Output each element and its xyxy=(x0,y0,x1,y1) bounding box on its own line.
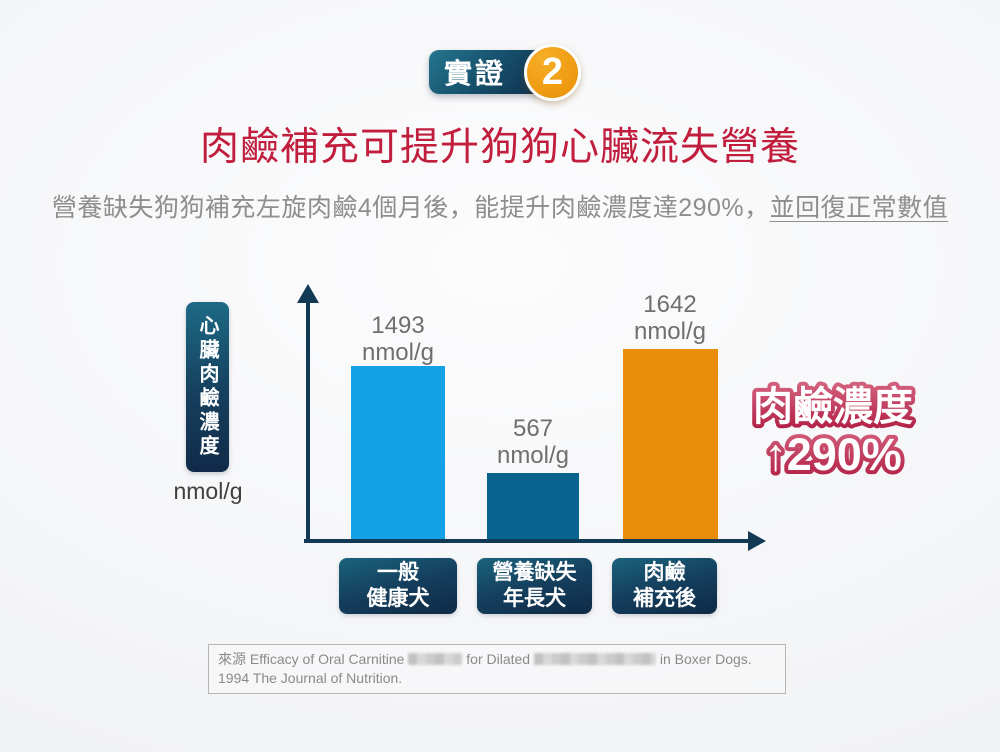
y-axis-label-box: 心臟肉鹼濃度 xyxy=(186,302,229,472)
subtitle-main: 營養缺失狗狗補充左旋肉鹼4個月後，能提升肉鹼濃度達290%， xyxy=(51,194,770,222)
evidence-number: 2 xyxy=(541,51,564,93)
category-box-deficient-senior-dog: 營養缺失 年長犬 xyxy=(477,558,592,614)
bar-value-1: 1493 xyxy=(371,312,425,339)
bar-value-label-2: 567 nmol/g xyxy=(463,415,603,469)
bar-after-carnitine xyxy=(623,349,718,539)
bar-healthy-dog xyxy=(351,366,445,539)
page-title: 肉鹼補充可提升狗狗心臟流失營養 xyxy=(199,126,800,169)
evidence-badge-label: 實證 xyxy=(444,58,507,89)
category-line: 營養缺失 xyxy=(492,561,577,584)
source-text-1: Efficacy of Oral Carnitine xyxy=(249,651,405,667)
bar-deficient-senior-dog xyxy=(487,473,579,539)
bar-value-label-1: 1493 nmol/g xyxy=(328,312,468,366)
y-axis-line xyxy=(306,292,310,541)
category-line: 一般 xyxy=(377,561,419,584)
redacted-text-block xyxy=(408,653,463,665)
y-axis-arrow-icon xyxy=(297,284,319,303)
bar-value-label-3: 1642 nmol/g xyxy=(600,291,740,345)
bar-value-2: 567 xyxy=(512,415,554,442)
annotation-callout: 肉鹼濃度 ↑290% xyxy=(749,380,917,484)
x-axis-line xyxy=(304,539,750,543)
y-axis-label: 心臟肉鹼濃度 xyxy=(196,315,218,459)
category-box-healthy-dog: 一般 健康犬 xyxy=(339,558,457,614)
bar-value-unit-3: nmol/g xyxy=(633,318,707,345)
category-line: 肉鹼 xyxy=(643,561,686,584)
category-box-after-carnitine: 肉鹼 補充後 xyxy=(612,558,717,614)
bar-value-unit-1: nmol/g xyxy=(361,339,435,366)
annotation-line1: 肉鹼濃度 xyxy=(753,384,913,429)
category-line: 健康犬 xyxy=(366,587,430,610)
x-axis-arrow-icon xyxy=(748,531,766,551)
bar-value-unit-2: nmol/g xyxy=(496,442,570,469)
category-line: 補充後 xyxy=(633,587,696,610)
bar-value-3: 1642 xyxy=(643,291,697,318)
y-axis-unit: nmol/g xyxy=(173,478,243,504)
page-subtitle: 營養缺失狗狗補充左旋肉鹼4個月後，能提升肉鹼濃度達290%，並回復正常數值 xyxy=(0,188,1000,224)
source-cn-label: 來源 xyxy=(218,651,246,667)
category-line: 年長犬 xyxy=(503,587,566,610)
evidence-number-circle: 2 xyxy=(524,44,581,101)
subtitle-underlined: 並回復正常數值 xyxy=(769,194,949,222)
source-citation: 來源 Efficacy of Oral Carnitine for Dilate… xyxy=(208,644,786,694)
redacted-text-block xyxy=(533,653,656,665)
annotation-line2: ↑290% xyxy=(764,429,902,480)
source-text-2: for Dilated xyxy=(466,651,531,667)
source-text-3: in Boxer Dogs. 1994 The Journal of Nutri… xyxy=(218,651,752,686)
